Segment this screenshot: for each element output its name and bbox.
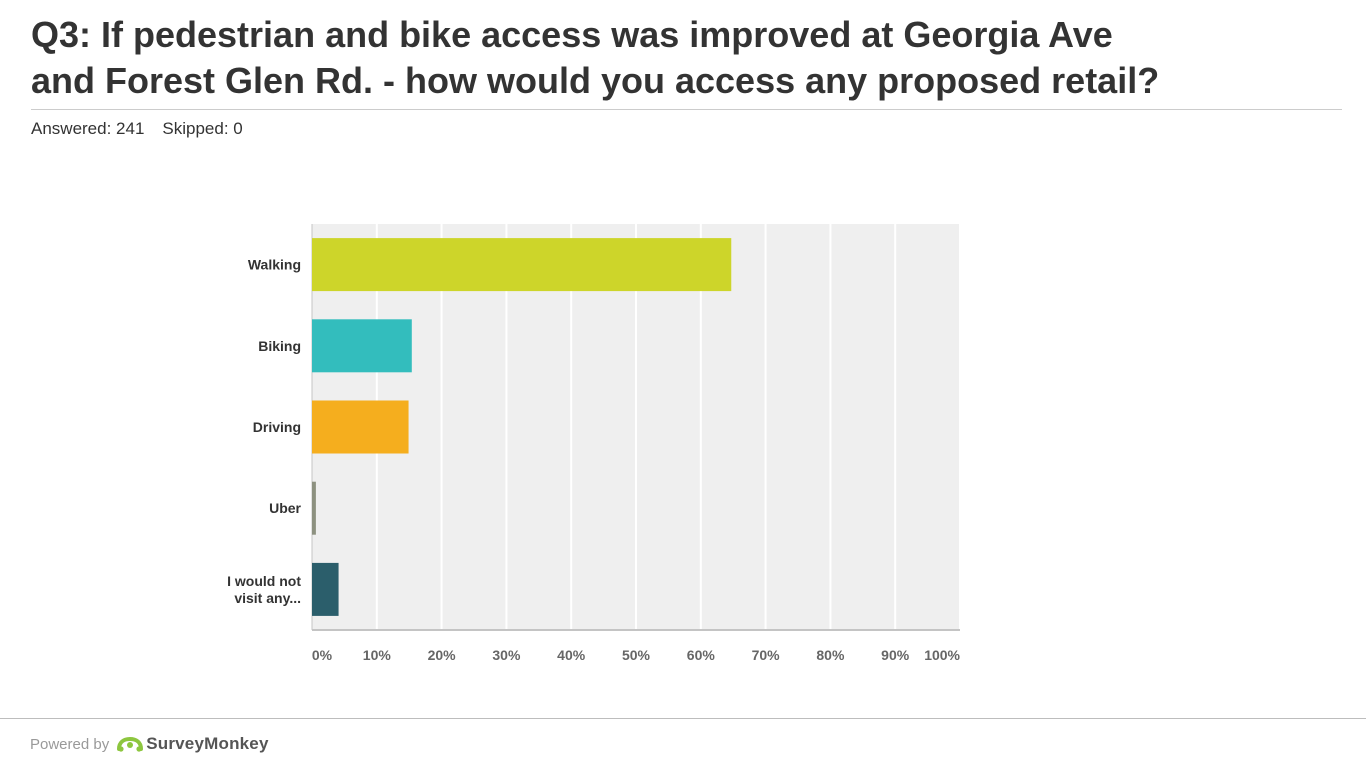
title-line-2: and Forest Glen Rd. - how would you acce… <box>31 60 1160 101</box>
brand-name: SurveyMonkey <box>146 734 269 753</box>
answered-count: Answered: 241 <box>31 119 145 138</box>
bar <box>312 481 316 535</box>
category-label: I would not visit any... <box>227 573 301 606</box>
powered-by-label: Powered by <box>30 735 110 753</box>
x-tick-label: 30% <box>492 647 521 663</box>
chart-title: Q3: If pedestrian and bike access was im… <box>31 12 1331 104</box>
title-line-1: Q3: If pedestrian and bike access was im… <box>31 14 1113 55</box>
bar-chart: 0% 10% 20% 30% 40% 50% 60% 70% 80% 90% 100% Walking… <box>227 224 961 663</box>
x-tick-label: 20% <box>428 647 457 663</box>
footer-divider <box>0 718 1366 719</box>
x-tick-label: 40% <box>557 647 586 663</box>
response-stats: Answered: 241 Skipped: 0 <box>31 119 243 139</box>
x-tick-label: 70% <box>752 647 781 663</box>
category-label: Walking <box>248 257 301 273</box>
x-tick-label: 100% <box>924 647 960 663</box>
x-tick-label: 60% <box>687 647 716 663</box>
bar <box>312 562 339 616</box>
x-tick-label: 90% <box>881 647 910 663</box>
category-label: Driving <box>253 419 301 435</box>
bar <box>312 400 409 454</box>
category-label: Uber <box>269 500 301 516</box>
x-tick-label: 50% <box>622 647 651 663</box>
surveymonkey-logo-icon <box>117 736 144 752</box>
category-label: Biking <box>258 338 301 354</box>
footer: Powered by SurveyMonkey <box>30 733 269 755</box>
x-tick-label: 10% <box>363 647 392 663</box>
skipped-count: Skipped: 0 <box>162 119 243 138</box>
x-tick-label: 80% <box>816 647 845 663</box>
bar <box>312 238 732 292</box>
bar <box>312 319 412 373</box>
title-divider <box>31 109 1342 110</box>
x-tick-label: 0% <box>312 647 333 663</box>
